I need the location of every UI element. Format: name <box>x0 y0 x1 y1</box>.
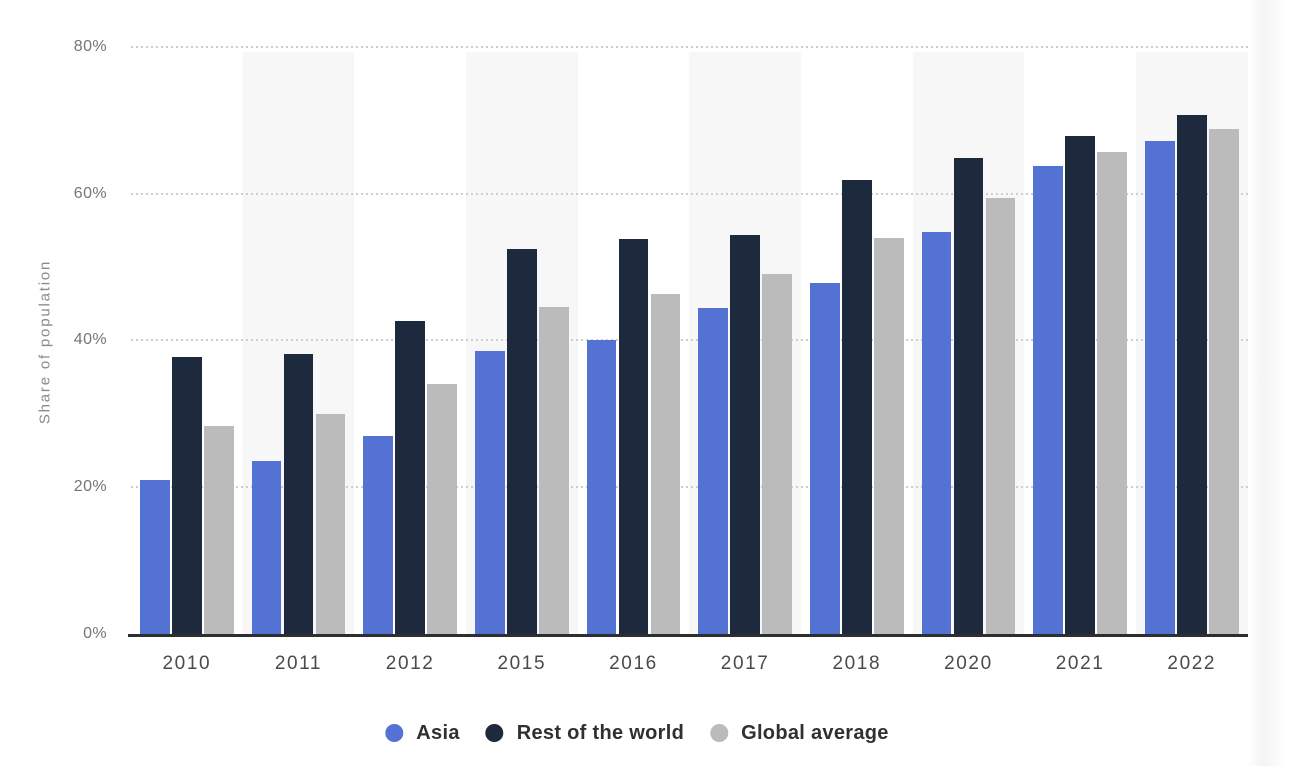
bar-2015-rest-of-the-world[interactable] <box>507 248 537 634</box>
bar-2021-rest-of-the-world[interactable] <box>1065 136 1095 634</box>
bar-2011-global-average[interactable] <box>315 413 346 634</box>
y-tick-label-0%: 0% <box>83 625 107 642</box>
bar-2012-rest-of-the-world[interactable] <box>395 320 425 634</box>
legend-marker-icon <box>485 724 504 742</box>
bar-2012-asia[interactable] <box>363 435 393 634</box>
gridline-40% <box>131 339 1248 342</box>
bar-2021-global-average[interactable] <box>1097 152 1127 634</box>
x-tick-label-2015: 2015 <box>497 653 547 674</box>
bar-2010-global-average[interactable] <box>204 426 234 634</box>
bar-2020-rest-of-the-world[interactable] <box>953 158 984 634</box>
gridline-20% <box>131 486 1248 489</box>
legend-marker-icon <box>385 724 404 742</box>
gridline-80% <box>131 45 1248 48</box>
bar-2012-global-average[interactable] <box>427 384 457 634</box>
legend-label: Rest of the world <box>516 721 685 744</box>
bar-2017-global-average[interactable] <box>762 274 792 634</box>
x-tick-label-2010: 2010 <box>162 653 212 674</box>
legend-item-global-average[interactable]: Global average <box>710 722 889 745</box>
legend-label: Asia <box>416 721 460 744</box>
gridline-60% <box>131 192 1248 195</box>
y-axis-title: Share of population <box>36 259 54 425</box>
y-tick-label-40%: 40% <box>73 331 107 349</box>
y-tick-label-80%: 80% <box>73 37 107 55</box>
bar-2018-asia[interactable] <box>810 283 840 634</box>
legend: Asia Rest of the world Global average <box>385 722 888 745</box>
right-edge-shade <box>1248 0 1288 766</box>
legend-label: Global average <box>741 721 889 744</box>
bar-2016-asia[interactable] <box>586 340 617 634</box>
bar-2016-rest-of-the-world[interactable] <box>618 239 649 634</box>
bar-2010-rest-of-the-world[interactable] <box>172 357 202 634</box>
bar-2015-global-average[interactable] <box>539 306 569 634</box>
bar-2017-rest-of-the-world[interactable] <box>730 235 760 634</box>
bar-2011-asia[interactable] <box>251 460 282 634</box>
x-tick-label-2021: 2021 <box>1055 653 1105 674</box>
legend-item-rest-of-the-world[interactable]: Rest of the world <box>485 721 685 745</box>
bar-2016-global-average[interactable] <box>650 294 681 634</box>
x-tick-label-2012: 2012 <box>385 653 435 674</box>
bar-2017-asia[interactable] <box>698 308 728 634</box>
bar-2020-global-average[interactable] <box>985 198 1016 634</box>
legend-item-asia[interactable]: Asia <box>385 722 459 745</box>
bar-2022-rest-of-the-world[interactable] <box>1177 115 1207 634</box>
bar-2022-global-average[interactable] <box>1209 129 1239 634</box>
bar-2021-asia[interactable] <box>1033 165 1063 634</box>
x-tick-label-2011: 2011 <box>274 653 323 674</box>
legend-marker-icon <box>710 724 729 742</box>
bar-2010-asia[interactable] <box>140 479 170 634</box>
x-tick-label-2018: 2018 <box>832 653 882 674</box>
x-tick-label-2017: 2017 <box>720 653 770 674</box>
y-tick-label-60%: 60% <box>73 184 107 202</box>
bar-2018-rest-of-the-world[interactable] <box>842 179 872 634</box>
bar-2011-rest-of-the-world[interactable] <box>283 353 314 634</box>
x-tick-label-2022: 2022 <box>1167 653 1217 674</box>
bar-2022-asia[interactable] <box>1145 140 1175 634</box>
bar-2015-asia[interactable] <box>475 351 505 634</box>
y-tick-label-20%: 20% <box>73 478 107 496</box>
x-tick-label-2020: 2020 <box>944 653 993 674</box>
bar-2020-asia[interactable] <box>921 231 952 634</box>
x-tick-label-2016: 2016 <box>609 653 658 674</box>
x-axis-line <box>128 634 1248 637</box>
bar-2018-global-average[interactable] <box>874 237 904 634</box>
